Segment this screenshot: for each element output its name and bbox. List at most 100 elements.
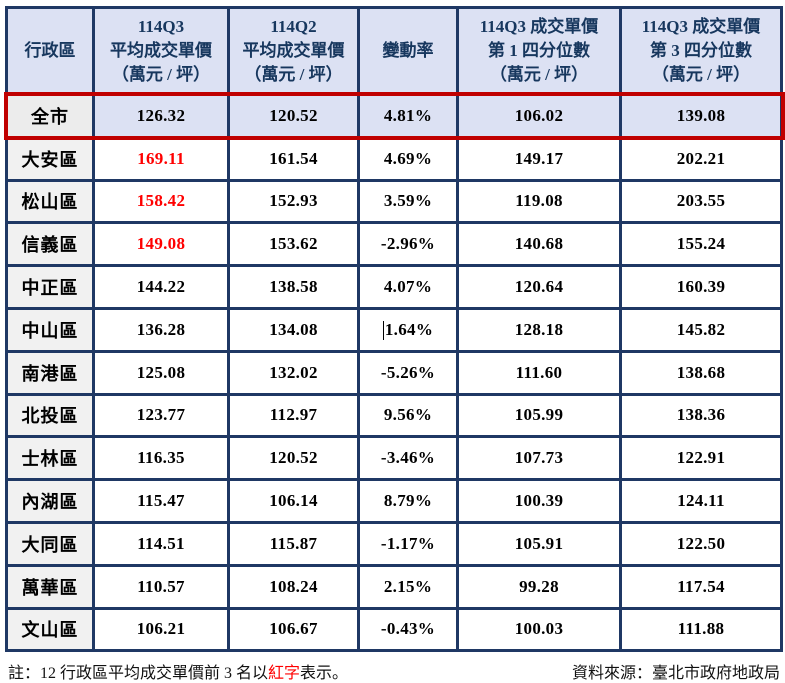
q2-avg-cell: 120.52 [227,435,360,482]
q3-avg-cell: 149.08 [92,221,230,268]
data-source: 資料來源：臺北市政府地政局 [571,665,780,683]
q3-avg-cell: 144.22 [92,264,230,310]
col-header-q1-quartile: 114Q3 成交單價 第 1 四分位數 （萬元 / 坪） [456,6,622,96]
district-cell: 南港區 [5,349,95,396]
table-row: 信義區 149.08 153.62 -2.96% 140.68 155.24 [5,221,783,268]
footnote-red-word: 紅字 [268,665,301,683]
q1-quartile-cell: 140.68 [456,221,622,268]
district-cell: 內湖區 [5,478,95,524]
q3-quartile-cell: 145.82 [619,306,783,353]
footer: 註：12 行政區平均成交單價前 3 名以紅字表示。 資料來源：臺北市政府地政局 [5,652,782,683]
q3-quartile-cell: 111.88 [619,606,783,653]
q3-quartile-cell: 138.68 [619,349,783,396]
col-header-q3-avg: 114Q3 平均成交單價 （萬元 / 坪） [92,6,230,96]
change-rate-cell: 4.81% [357,93,459,139]
table-row: 北投區 123.77 112.97 9.56% 105.99 138.36 [5,392,783,439]
table-row: 全市 126.32 120.52 4.81% 106.02 139.08 [5,93,783,139]
q2-avg-cell: 132.02 [227,349,360,396]
change-rate-cell: 4.69% [357,135,459,182]
table-row: 中山區 136.28 134.08 1.64% 128.18 145.82 [5,306,783,353]
table-row: 大安區 169.11 161.54 4.69% 149.17 202.21 [5,135,783,182]
q1-quartile-cell: 107.73 [456,435,622,482]
footnote: 註：12 行政區平均成交單價前 3 名以紅字表示。 [8,659,348,683]
district-cell: 中山區 [5,306,95,353]
q2-avg-cell: 161.54 [227,135,360,182]
q3-avg-cell: 114.51 [92,520,230,567]
q1-quartile-cell: 100.39 [456,478,622,524]
change-rate-cell: -5.26% [357,349,459,396]
change-rate-cell: 1.64% [357,306,459,353]
q3-quartile-cell: 138.36 [619,392,783,439]
q3-avg-cell: 110.57 [92,563,230,610]
table-row: 文山區 106.21 106.67 -0.43% 100.03 111.88 [5,606,783,653]
change-rate-cell: -2.96% [357,221,459,268]
q2-avg-cell: 108.24 [227,563,360,610]
change-rate-cell: 3.59% [357,178,459,225]
q3-quartile-cell: 155.24 [619,221,783,268]
col-header-q2-avg: 114Q2 平均成交單價 （萬元 / 坪） [227,6,360,96]
q2-avg-cell: 106.14 [227,478,360,524]
district-cell: 中正區 [5,264,95,310]
q1-quartile-cell: 128.18 [456,306,622,353]
q2-avg-cell: 112.97 [227,392,360,439]
q2-avg-cell: 115.87 [227,520,360,567]
q3-avg-cell: 106.21 [92,606,230,653]
table-row: 大同區 114.51 115.87 -1.17% 105.91 122.50 [5,520,783,567]
district-cell: 信義區 [5,221,95,268]
change-rate-cell: -0.43% [357,606,459,653]
footnote-suffix: 表示。 [300,665,349,683]
change-rate-cell: 2.15% [357,563,459,610]
district-cell: 北投區 [5,392,95,439]
q1-quartile-cell: 105.91 [456,520,622,567]
q3-avg-cell: 116.35 [92,435,230,482]
q3-avg-cell: 136.28 [92,306,230,353]
col-header-q3-quartile: 114Q3 成交單價 第 3 四分位數 （萬元 / 坪） [619,6,783,96]
q1-quartile-cell: 119.08 [456,178,622,225]
q3-avg-cell: 158.42 [92,178,230,225]
q1-quartile-cell: 99.28 [456,563,622,610]
q3-quartile-cell: 124.11 [619,478,783,524]
district-cell: 全市 [5,93,95,139]
change-rate-cell: 9.56% [357,392,459,439]
district-cell: 士林區 [5,435,95,482]
q2-avg-cell: 106.67 [227,606,360,653]
q2-avg-cell: 153.62 [227,221,360,268]
header-row: 行政區 114Q3 平均成交單價 （萬元 / 坪） 114Q2 平均成交單價 （… [5,6,783,96]
q1-quartile-cell: 105.99 [456,392,622,439]
change-rate-cell: 4.07% [357,264,459,310]
q3-avg-cell: 125.08 [92,349,230,396]
q2-avg-cell: 152.93 [227,178,360,225]
q3-quartile-cell: 139.08 [619,93,783,139]
text-cursor [382,321,384,341]
q1-quartile-cell: 149.17 [456,135,622,182]
q3-quartile-cell: 122.91 [619,435,783,482]
change-rate-cell: 8.79% [357,478,459,524]
district-price-table: 行政區 114Q3 平均成交單價 （萬元 / 坪） 114Q2 平均成交單價 （… [5,6,783,653]
change-rate-cell: -1.17% [357,520,459,567]
q3-avg-cell: 126.32 [92,93,230,139]
q1-quartile-cell: 100.03 [456,606,622,653]
q1-quartile-cell: 120.64 [456,264,622,310]
change-rate-cell: -3.46% [357,435,459,482]
table-row: 萬華區 110.57 108.24 2.15% 99.28 117.54 [5,563,783,610]
table-row: 中正區 144.22 138.58 4.07% 120.64 160.39 [5,264,783,310]
q3-quartile-cell: 122.50 [619,520,783,567]
q1-quartile-cell: 111.60 [456,349,622,396]
q3-avg-cell: 169.11 [92,135,230,182]
q2-avg-cell: 134.08 [227,306,360,353]
district-cell: 大同區 [5,520,95,567]
district-cell: 文山區 [5,606,95,653]
table-row: 內湖區 115.47 106.14 8.79% 100.39 124.11 [5,478,783,524]
q3-avg-cell: 115.47 [92,478,230,524]
q2-avg-cell: 120.52 [227,93,360,139]
q2-avg-cell: 138.58 [227,264,360,310]
table-body: 全市 126.32 120.52 4.81% 106.02 139.08 大安區 169.11… [5,93,783,653]
q3-quartile-cell: 117.54 [619,563,783,610]
table-row: 松山區 158.42 152.93 3.59% 119.08 203.55 [5,178,783,225]
q3-quartile-cell: 203.55 [619,178,783,225]
district-cell: 大安區 [5,135,95,182]
table-row: 士林區 116.35 120.52 -3.46% 107.73 122.91 [5,435,783,482]
q3-quartile-cell: 202.21 [619,135,783,182]
col-header-district: 行政區 [5,6,95,96]
